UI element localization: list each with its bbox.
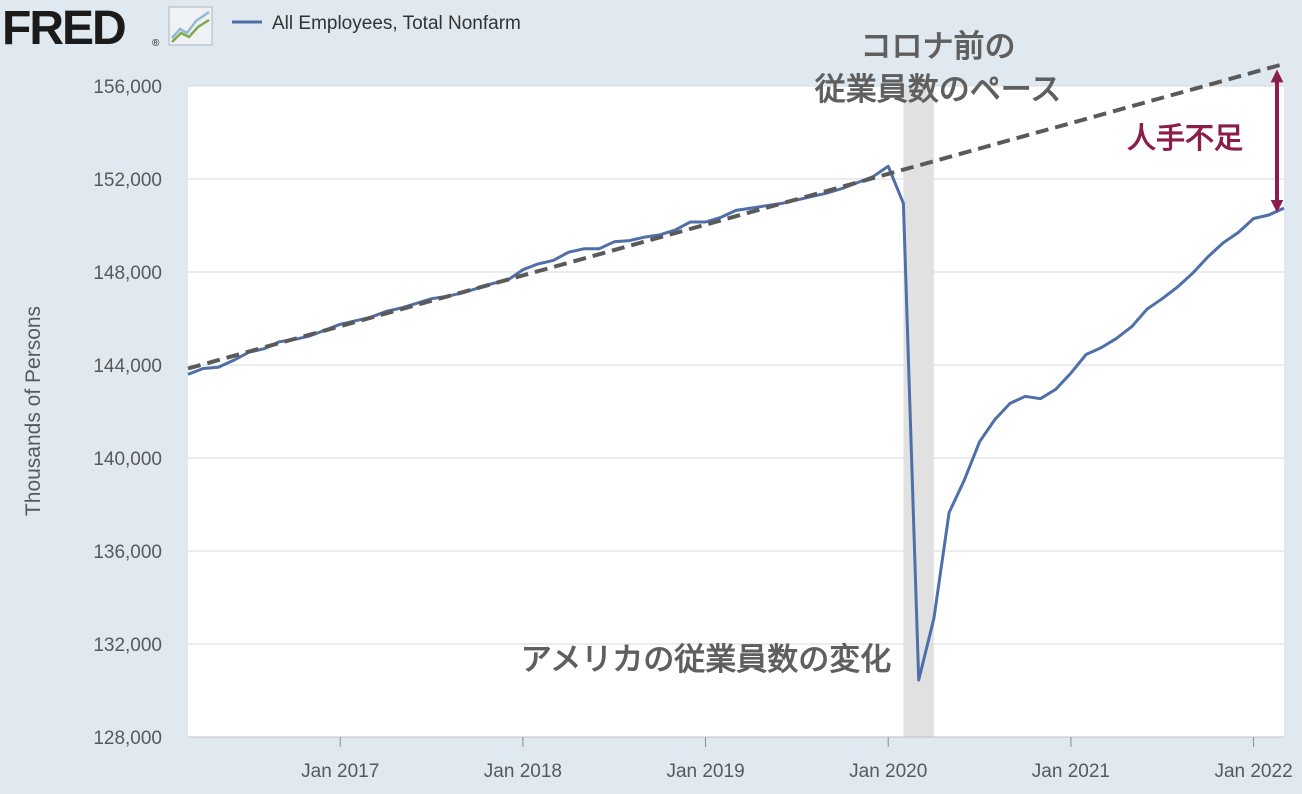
y-axis: 128,000 132,000 136,000 140,000 144,000 148,0… [93, 77, 1284, 749]
y-tick-label: 156,000 [93, 77, 162, 98]
x-tick-label: Jan 2018 [484, 761, 562, 782]
gap-annotation: 人手不足 [1127, 121, 1243, 155]
x-tick-label: Jan 2019 [666, 761, 744, 782]
y-tick-label: 144,000 [93, 356, 162, 377]
x-axis: Jan 2017 Jan 2018 Jan 2019 Jan 2020 Jan 2021… [301, 737, 1293, 782]
y-tick-label: 132,000 [93, 635, 162, 656]
y-tick-label: 140,000 [93, 449, 162, 470]
x-tick-label: Jan 2017 [301, 761, 379, 782]
y-tick-label: 136,000 [93, 542, 162, 563]
trend-line [187, 61, 1285, 371]
series-layer [187, 61, 1285, 682]
logo-text: FRED [2, 2, 125, 55]
recession-band-group [903, 86, 934, 737]
plot-area [188, 86, 1284, 737]
x-tick-label: Jan 2022 [1214, 761, 1292, 782]
fred-logo[interactable]: FRED ® [2, 2, 213, 55]
trend-annotation-line1: コロナ前の [861, 29, 1016, 65]
logo-registered-mark: ® [152, 38, 160, 49]
legend-label: All Employees, Total Nonfarm [272, 13, 521, 34]
y-tick-label: 128,000 [93, 728, 162, 749]
series-annotation: アメリカの従業員数の変化 [521, 642, 891, 678]
y-tick-label: 148,000 [93, 263, 162, 284]
legend: All Employees, Total Nonfarm [232, 13, 521, 34]
line-chart-icon [168, 6, 213, 46]
y-tick-label: 152,000 [93, 170, 162, 191]
x-tick-label: Jan 2020 [849, 761, 927, 782]
y-axis-label: Thousands of Persons [22, 306, 45, 516]
recession-band [903, 86, 934, 737]
trend-annotation-line2: 従業員数のペース [814, 72, 1061, 108]
y-gridlines [188, 85, 1284, 645]
x-tick-label: Jan 2021 [1032, 761, 1110, 782]
